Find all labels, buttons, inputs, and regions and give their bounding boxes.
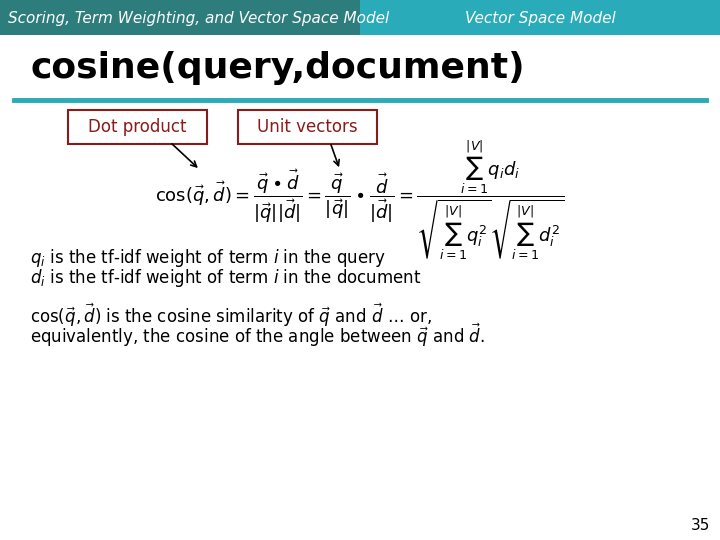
Text: Scoring, Term Weighting, and Vector Space Model: Scoring, Term Weighting, and Vector Spac… — [8, 10, 390, 25]
Text: cosine(query,document): cosine(query,document) — [30, 51, 525, 85]
Text: $\cos(\vec{q},\vec{d})$ is the cosine similarity of $\vec{q}$ and $\vec{d}$ $\ld: $\cos(\vec{q},\vec{d})$ is the cosine si… — [30, 301, 432, 329]
Text: Unit vectors: Unit vectors — [257, 118, 357, 136]
FancyBboxPatch shape — [238, 110, 377, 144]
Text: $q_i$ is the tf-idf weight of term $i$ in the query: $q_i$ is the tf-idf weight of term $i$ i… — [30, 247, 386, 269]
Text: Vector Space Model: Vector Space Model — [464, 10, 616, 25]
Text: 35: 35 — [690, 517, 710, 532]
FancyBboxPatch shape — [360, 0, 720, 35]
Text: $\cos(\vec{q},\vec{d}) = \dfrac{\vec{q}\bullet\vec{d}}{|\vec{q}||\vec{d}|} = \df: $\cos(\vec{q},\vec{d}) = \dfrac{\vec{q}\… — [156, 138, 564, 262]
FancyBboxPatch shape — [68, 110, 207, 144]
Text: equivalently, the cosine of the angle between $\vec{q}$ and $\vec{d}$.: equivalently, the cosine of the angle be… — [30, 321, 485, 349]
FancyBboxPatch shape — [0, 0, 360, 35]
Text: $d_i$ is the tf-idf weight of term $i$ in the document: $d_i$ is the tf-idf weight of term $i$ i… — [30, 267, 421, 289]
Text: Dot product: Dot product — [88, 118, 186, 136]
